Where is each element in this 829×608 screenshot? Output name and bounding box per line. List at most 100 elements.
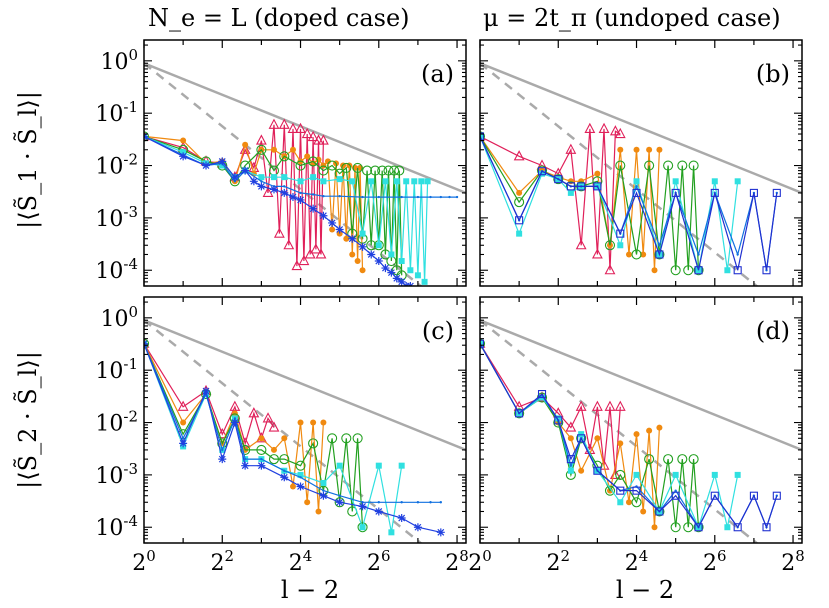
data-point [374, 257, 383, 266]
data-point [297, 471, 304, 478]
y-tick-label: 100 [100, 303, 138, 332]
data-point [594, 170, 601, 177]
data-point [299, 191, 302, 195]
data-point [670, 522, 681, 533]
data-point [352, 433, 363, 444]
plot-area [144, 319, 466, 543]
data-point [672, 471, 679, 478]
data-point [324, 158, 331, 165]
x-tick-label: 28 [781, 547, 805, 576]
reference-line-solid [480, 62, 802, 195]
data-point [329, 226, 336, 233]
reference-line-solid [144, 319, 466, 452]
panel-label: (b) [756, 60, 790, 88]
data-point [335, 498, 344, 507]
data-point [710, 491, 719, 500]
data-point [565, 421, 577, 432]
data-point [398, 258, 405, 265]
data-point [348, 234, 357, 243]
data-point [280, 188, 289, 197]
data-point [591, 248, 603, 259]
data-point [327, 433, 338, 444]
data-point [296, 482, 305, 491]
data-point [249, 177, 258, 186]
data-point [609, 125, 621, 136]
data-point [749, 188, 758, 197]
data-point [270, 174, 277, 181]
x-axis-label-right: l − 2 [616, 576, 674, 604]
panel-label: (a) [421, 60, 454, 88]
data-point [241, 461, 250, 470]
data-point [663, 160, 674, 171]
data-point [301, 127, 313, 139]
data-point [335, 225, 344, 234]
series-line [144, 343, 275, 446]
data-point [341, 162, 352, 173]
data-point [288, 193, 297, 202]
data-point [656, 146, 663, 153]
data-point [553, 174, 564, 185]
series-5 [480, 132, 781, 275]
series-line [480, 136, 778, 271]
reference-line-dashed [480, 319, 759, 543]
data-point [677, 454, 688, 465]
data-point [655, 250, 664, 259]
data-point [733, 523, 742, 532]
series-1 [144, 133, 366, 274]
data-point [397, 514, 406, 523]
data-point [322, 194, 325, 198]
data-point [635, 185, 638, 188]
data-point [400, 501, 403, 504]
data-point [617, 146, 624, 153]
data-point [625, 499, 632, 506]
data-point [604, 485, 616, 496]
data-point [268, 454, 280, 465]
data-point [304, 499, 311, 506]
data-point [359, 230, 366, 237]
data-point [256, 444, 267, 455]
data-point [388, 251, 395, 258]
data-point [341, 433, 352, 444]
y-tick-label: 10-3 [95, 203, 138, 232]
series-line [480, 343, 700, 528]
data-point [354, 258, 361, 265]
data-point [310, 419, 317, 426]
data-point [320, 162, 327, 169]
panel-b: (b) [479, 39, 803, 287]
plot-frame [479, 296, 803, 544]
data-point [593, 182, 602, 191]
data-point [655, 507, 664, 516]
data-point [693, 265, 704, 276]
data-point [144, 131, 150, 142]
data-point [262, 186, 274, 197]
x-axis-label-left: l − 2 [281, 576, 339, 604]
data-point [772, 491, 781, 500]
series-4 [144, 342, 443, 504]
data-point [749, 491, 758, 500]
data-point [260, 457, 263, 461]
data-point [671, 491, 680, 500]
data-point [604, 240, 616, 251]
data-point [616, 229, 625, 238]
data-point [317, 134, 329, 145]
data-point [567, 467, 574, 474]
data-point [644, 160, 655, 171]
data-point [565, 143, 577, 154]
data-point [762, 523, 771, 532]
y-tick-label: 10-1 [95, 355, 138, 384]
data-point [632, 188, 641, 197]
data-point [295, 160, 306, 171]
y-tick-label: 10-1 [95, 98, 138, 127]
data-point [361, 195, 364, 199]
data-point [297, 419, 304, 426]
data-point [429, 195, 432, 199]
data-point [418, 178, 425, 185]
data-point [640, 251, 647, 258]
data-point [424, 178, 431, 185]
data-point [295, 460, 306, 471]
data-point [366, 240, 377, 251]
data-point [328, 218, 337, 227]
y-tick-label: 10-2 [95, 151, 138, 180]
series-1 [480, 340, 663, 531]
data-point [352, 162, 363, 173]
